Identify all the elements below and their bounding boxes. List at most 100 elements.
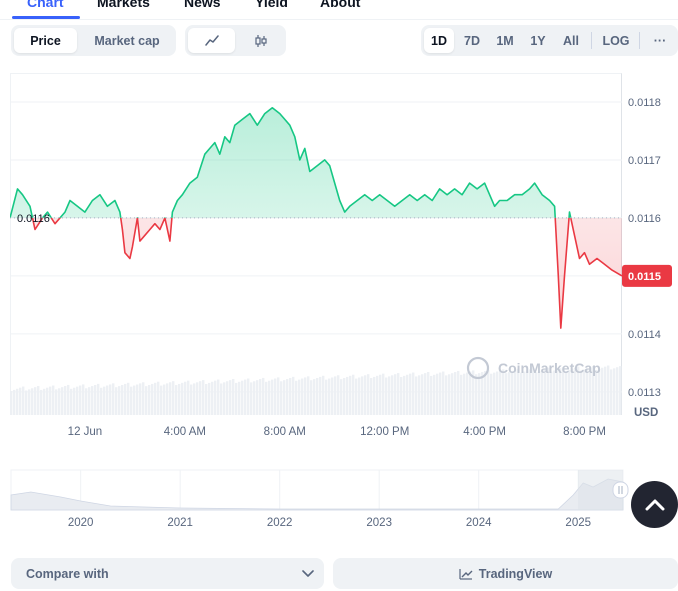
volume-bar bbox=[568, 369, 571, 415]
volume-bar bbox=[574, 367, 577, 415]
y-tick-label: 0.0114 bbox=[628, 329, 661, 341]
volume-bar bbox=[292, 376, 295, 415]
volume-bar bbox=[196, 382, 199, 415]
overview-x-tick-label: 2023 bbox=[366, 517, 392, 529]
price-chart: CoinMarketCap 0.01180.01170.01160.01150.… bbox=[10, 73, 675, 443]
volume-bar bbox=[283, 380, 286, 415]
scroll-to-top-button[interactable] bbox=[631, 481, 678, 528]
range-1m[interactable]: 1M bbox=[496, 33, 514, 48]
volume-bar bbox=[244, 379, 247, 415]
volume-bar bbox=[175, 385, 178, 415]
volume-bar bbox=[487, 369, 490, 415]
volume-bar bbox=[397, 373, 400, 415]
baseline-label: 0.0116 bbox=[17, 213, 50, 225]
volume-bar bbox=[427, 372, 430, 415]
volume-bar bbox=[163, 384, 166, 415]
volume-bar bbox=[268, 380, 271, 415]
price-area bbox=[10, 107, 622, 329]
volume-bar bbox=[76, 386, 79, 415]
volume-bar bbox=[418, 375, 421, 415]
volume-bar bbox=[109, 384, 112, 415]
x-tick-label: 12:00 PM bbox=[360, 426, 409, 438]
line-chart-button[interactable] bbox=[188, 28, 235, 53]
volume-bar bbox=[139, 383, 142, 415]
volume-bar bbox=[373, 376, 376, 415]
volume-bar bbox=[172, 381, 175, 415]
volume-bar bbox=[301, 378, 304, 415]
volume-bar bbox=[19, 387, 22, 415]
volume-bar bbox=[136, 384, 139, 415]
volume-bar bbox=[460, 374, 463, 415]
volume-bar bbox=[535, 372, 538, 415]
current-price-badge bbox=[622, 264, 672, 287]
volume-bar bbox=[256, 380, 259, 415]
chevron-up-icon bbox=[645, 499, 664, 510]
volume-bar bbox=[304, 377, 307, 415]
volume-bar bbox=[544, 368, 547, 415]
tradingview-button[interactable]: TradingView bbox=[333, 558, 678, 589]
volume-bar bbox=[604, 366, 607, 415]
volume-bar bbox=[64, 386, 67, 415]
volume-bar bbox=[160, 385, 163, 415]
volume-bar bbox=[601, 367, 604, 415]
volume-bar bbox=[409, 373, 412, 415]
volume-bar bbox=[145, 386, 148, 415]
volume-bar bbox=[307, 376, 310, 415]
volume-bar bbox=[328, 378, 331, 415]
log-scale-button[interactable]: LOG bbox=[602, 33, 630, 48]
volume-bar bbox=[475, 374, 478, 415]
volume-bar bbox=[565, 371, 568, 415]
range-1y[interactable]: 1Y bbox=[530, 33, 546, 48]
more-options-button[interactable]: ··· bbox=[653, 33, 667, 48]
volume-bar bbox=[49, 386, 52, 415]
volume-bar bbox=[91, 386, 94, 415]
candlestick-icon bbox=[254, 34, 267, 47]
overview-navigator[interactable]: 2020 2021 2022 2023 2024 2025 bbox=[0, 465, 678, 535]
volume-bar bbox=[325, 379, 328, 415]
tab-yield[interactable]: Yield bbox=[255, 0, 288, 10]
overview-x-tick-label: 2025 bbox=[565, 517, 591, 529]
price-line-down bbox=[10, 217, 622, 329]
volume-bar bbox=[238, 381, 241, 415]
overview-x-tick-label: 2020 bbox=[68, 517, 94, 529]
volume-bar bbox=[511, 370, 514, 415]
range-7d[interactable]: 7D bbox=[464, 33, 480, 48]
compare-with-dropdown[interactable]: Compare with bbox=[11, 558, 324, 589]
volume-bar bbox=[352, 374, 355, 415]
volume-bar bbox=[187, 380, 190, 415]
volume-bar bbox=[73, 387, 76, 415]
volume-bar bbox=[25, 390, 28, 415]
volume-bar bbox=[205, 383, 208, 415]
volume-bar bbox=[43, 388, 46, 415]
y-axis: 0.0118 0.0117 0.0116 0.0115 0.0114 0.0113 bbox=[628, 97, 661, 399]
volume-bar bbox=[40, 389, 43, 415]
tab-news[interactable]: News bbox=[184, 0, 221, 10]
volume-bar bbox=[130, 386, 133, 415]
volume-bar bbox=[226, 381, 229, 415]
y-tick-label: 0.0113 bbox=[628, 387, 661, 399]
chevron-down-icon bbox=[302, 570, 314, 577]
volume-bar bbox=[70, 388, 73, 415]
volume-bar bbox=[334, 376, 337, 415]
volume-bar bbox=[193, 383, 196, 415]
price-tab[interactable]: Price bbox=[14, 28, 77, 53]
volume-bar bbox=[322, 375, 325, 415]
range-all[interactable]: All bbox=[563, 33, 579, 48]
overview-handle[interactable] bbox=[612, 481, 629, 499]
volume-bar bbox=[379, 374, 382, 415]
range-1d[interactable]: 1D bbox=[424, 28, 454, 53]
market-cap-tab[interactable]: Market cap bbox=[94, 33, 160, 48]
overview-handle-knob[interactable] bbox=[612, 481, 629, 499]
volume-bar bbox=[391, 375, 394, 415]
tab-about[interactable]: About bbox=[320, 0, 361, 10]
volume-bar bbox=[514, 369, 517, 415]
tab-markets[interactable]: Markets bbox=[97, 0, 150, 10]
volume-bar bbox=[340, 379, 343, 415]
volume-bar bbox=[67, 384, 70, 415]
candlestick-chart-button[interactable] bbox=[237, 28, 284, 53]
volume-bar bbox=[13, 389, 16, 415]
volume-bar bbox=[439, 372, 442, 415]
volume-bar bbox=[85, 388, 88, 415]
tab-chart[interactable]: Chart bbox=[27, 0, 64, 10]
volume-bar bbox=[403, 375, 406, 415]
